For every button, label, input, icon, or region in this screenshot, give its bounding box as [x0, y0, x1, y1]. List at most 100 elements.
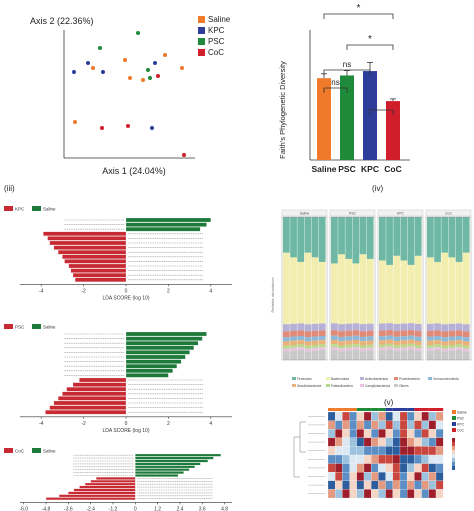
- lefse-bar: [58, 396, 127, 401]
- comp-bar-segment: [290, 330, 297, 337]
- heatmap-cell: [356, 480, 365, 490]
- heatmap-cell: [385, 446, 393, 456]
- heatmap-cell: [327, 454, 336, 464]
- faith-sig-bracket: [369, 109, 394, 115]
- lefse-bar: [64, 259, 127, 264]
- comp-bar-segment: [290, 217, 297, 258]
- lefse-bar: [125, 373, 169, 378]
- comp-bar-segment: [400, 344, 408, 348]
- comp-bar-segment: [400, 323, 408, 331]
- heatmap-cell: [414, 489, 422, 499]
- heatmap-cell: [349, 472, 357, 481]
- comp-bar-segment: [379, 330, 386, 337]
- heatmap-cell: [349, 489, 357, 499]
- comp-legend-label: Proteobacteria: [399, 377, 420, 381]
- panel-label-v: (v): [384, 398, 394, 407]
- comp-bar-segment: [345, 217, 353, 259]
- heatmap-cell: [371, 446, 379, 456]
- pcoa-point: [86, 61, 90, 65]
- heatmap-cell: [371, 437, 379, 447]
- heatmap-cell: [435, 411, 444, 421]
- comp-bar-segment: [304, 324, 312, 332]
- comp-bar-segment: [455, 344, 463, 348]
- lefse-bar: [68, 491, 136, 495]
- lefse-bar: [125, 364, 177, 369]
- comp-bar-segment: [379, 350, 386, 360]
- heatmap-group-bar: [342, 408, 350, 411]
- comp-bar-segment: [441, 337, 449, 342]
- lefse-bar: [49, 240, 127, 246]
- comp-bar-segment: [331, 323, 338, 331]
- pcoa-legend-label: CoC: [208, 48, 224, 57]
- faith-sig-bracket: [323, 69, 371, 75]
- heatmap-cell: [414, 472, 422, 481]
- faith-x-tick: CoC: [384, 164, 401, 174]
- comp-bar-segment: [462, 348, 470, 352]
- comp-bar-segment: [311, 345, 319, 348]
- comp-bar-segment: [441, 324, 449, 332]
- lefse-bar: [62, 391, 127, 396]
- comp-bar-segment: [386, 264, 393, 324]
- comp-bar-segment: [462, 324, 470, 332]
- comp-group-header: [281, 209, 328, 217]
- comp-bar-segment: [297, 340, 305, 345]
- lefse-bar: [135, 468, 190, 472]
- comp-bar-segment: [283, 345, 290, 349]
- comp-bar-segment: [393, 348, 401, 351]
- pcoa-point: [98, 46, 102, 50]
- comp-bar-segment: [311, 323, 319, 331]
- lefse-bar: [96, 477, 136, 480]
- heatmap-group-bar: [428, 408, 436, 411]
- heatmap-cell: [378, 446, 386, 456]
- comp-bar-segment: [331, 339, 338, 345]
- lefse-tick-label: 0: [134, 506, 137, 511]
- faith-bar: [340, 75, 354, 160]
- heatmap-cell: [342, 463, 350, 473]
- comp-bar-segment: [393, 331, 401, 337]
- faith-bar: [363, 71, 377, 160]
- comp-bar-segment: [331, 263, 338, 324]
- faith-bar-chart: Faith's Phylogenetic Diversity Saline PSC…: [278, 3, 410, 174]
- comp-bar-segment: [283, 341, 290, 346]
- comp-bar-segment: [455, 330, 463, 336]
- comp-bar-segment: [407, 217, 415, 265]
- comp-bar-segment: [400, 340, 408, 345]
- comp-group-label: CoC: [445, 212, 452, 216]
- heatmap-cell: [363, 480, 372, 490]
- comp-legend-label: Bacteroidota: [331, 377, 349, 381]
- comp-bar-segment: [455, 335, 463, 341]
- comp-bar-segment: [297, 335, 305, 341]
- heatmap-cell: [428, 437, 437, 447]
- lefse-tick-label: 1.2: [154, 506, 161, 511]
- comp-bar-segment: [331, 346, 338, 350]
- lefse-tick-label: -2: [81, 288, 86, 294]
- comp-bar-segment: [318, 323, 326, 331]
- comp-bar-segment: [379, 336, 386, 341]
- heatmap-cell: [335, 446, 343, 456]
- comp-bar-segment: [311, 257, 319, 324]
- comp-bar-segment: [290, 347, 297, 351]
- comp-group-frame: [377, 216, 424, 361]
- comp-bar-segment: [338, 324, 345, 332]
- comp-bar-segment: [345, 347, 353, 351]
- comp-bar-segment: [441, 348, 449, 352]
- heatmap-colorscale: [452, 466, 455, 470]
- heatmap-cell: [392, 429, 401, 438]
- heatmap-legend-label: CoC: [457, 429, 464, 433]
- comp-bar-segment: [283, 252, 290, 325]
- heatmap-cell: [363, 489, 372, 499]
- lefse-bar: [135, 453, 221, 457]
- heatmap-cell: [428, 420, 437, 430]
- comp-legend-label: Actinobacteriota: [365, 377, 388, 381]
- comp-bar-segment: [345, 350, 353, 360]
- lefse-bar: [62, 254, 127, 259]
- comp-bar-segment: [304, 351, 312, 360]
- heatmap-legend-swatch: [452, 416, 456, 420]
- heatmap-cell: [327, 446, 336, 456]
- heatmap-cell: [407, 437, 415, 447]
- comp-bar-segment: [366, 323, 374, 331]
- comp-bar-segment: [414, 331, 422, 337]
- comp-legend-swatch: [360, 384, 364, 387]
- lefse-bar: [49, 405, 127, 410]
- comp-bar-segment: [297, 349, 305, 360]
